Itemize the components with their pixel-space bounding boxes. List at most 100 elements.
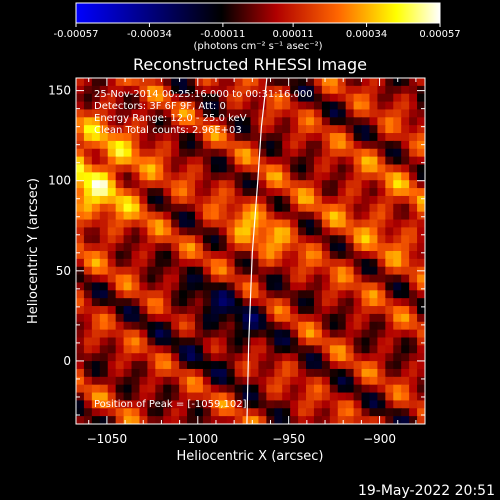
heatmap-cell bbox=[226, 353, 236, 362]
heatmap-cell bbox=[163, 400, 172, 409]
heatmap-cell bbox=[345, 164, 355, 173]
heatmap-cell bbox=[91, 329, 101, 339]
heatmap-cell bbox=[171, 203, 180, 213]
heatmap-cell bbox=[369, 368, 379, 378]
heatmap-cell bbox=[282, 78, 291, 87]
heatmap-cell bbox=[99, 321, 109, 331]
heatmap-cell bbox=[369, 243, 379, 252]
heatmap-cell bbox=[369, 109, 379, 118]
heatmap-cell bbox=[258, 274, 267, 284]
heatmap-cell bbox=[76, 156, 85, 166]
heatmap-cell bbox=[417, 227, 425, 236]
heatmap-cell bbox=[290, 408, 299, 417]
heatmap-cell bbox=[337, 368, 347, 378]
heatmap-cell bbox=[258, 117, 267, 126]
heatmap-cell bbox=[282, 93, 291, 103]
heatmap-cell bbox=[409, 125, 418, 134]
heatmap-cell bbox=[91, 345, 101, 354]
heatmap-cell bbox=[393, 243, 402, 252]
heatmap-cell bbox=[417, 321, 425, 331]
heatmap-cell bbox=[258, 133, 267, 142]
heatmap-cell bbox=[171, 345, 180, 354]
heatmap-cell bbox=[187, 140, 196, 150]
heatmap-cell bbox=[107, 306, 117, 315]
heatmap-cell bbox=[353, 109, 363, 118]
heatmap-cell bbox=[139, 148, 148, 158]
heatmap-cell bbox=[353, 156, 363, 166]
heatmap-cell bbox=[361, 180, 371, 189]
heatmap-cell bbox=[290, 211, 299, 221]
heatmap-cell bbox=[202, 164, 212, 173]
heatmap-cell bbox=[218, 306, 228, 315]
heatmap-cell bbox=[163, 93, 172, 103]
heatmap-cell bbox=[298, 78, 307, 87]
heatmap-cell bbox=[306, 164, 315, 173]
heatmap-cell bbox=[147, 361, 156, 370]
heatmap-cell bbox=[139, 85, 148, 95]
heatmap-cell bbox=[250, 125, 260, 134]
heatmap-cell bbox=[274, 133, 283, 142]
heatmap-cell bbox=[337, 282, 347, 291]
heatmap-cell bbox=[83, 180, 93, 189]
heatmap-cell bbox=[171, 313, 180, 323]
heatmap-cell bbox=[242, 274, 252, 284]
heatmap-cell bbox=[250, 156, 260, 166]
heatmap-cell bbox=[76, 203, 85, 213]
heatmap-cell bbox=[234, 243, 244, 252]
heatmap-cell bbox=[409, 408, 418, 417]
heatmap-cell bbox=[258, 384, 267, 394]
heatmap-cell bbox=[329, 172, 339, 181]
heatmap-cell bbox=[329, 298, 339, 307]
heatmap-cell bbox=[187, 384, 196, 394]
heatmap-cell bbox=[115, 376, 125, 386]
heatmap-cell bbox=[218, 266, 228, 276]
heatmap-cell bbox=[306, 400, 315, 409]
heatmap-cell bbox=[290, 361, 299, 370]
heatmap-cell bbox=[99, 306, 109, 315]
heatmap-cell bbox=[139, 125, 148, 134]
heatmap-cell bbox=[242, 219, 252, 229]
heatmap-cell bbox=[76, 251, 85, 260]
heatmap-cell bbox=[377, 93, 386, 103]
heatmap-cell bbox=[393, 93, 402, 103]
heatmap-cell bbox=[226, 329, 236, 339]
heatmap-cell bbox=[131, 101, 141, 111]
heatmap-cell bbox=[258, 156, 267, 166]
heatmap-cell bbox=[107, 125, 117, 134]
heatmap-cell bbox=[361, 408, 371, 417]
heatmap-cell bbox=[258, 329, 267, 339]
heatmap-cell bbox=[155, 164, 164, 173]
heatmap-cell bbox=[123, 93, 133, 103]
heatmap-cell bbox=[290, 101, 299, 111]
heatmap-cell bbox=[417, 117, 425, 126]
heatmap-cell bbox=[313, 125, 323, 134]
heatmap-cell bbox=[329, 188, 339, 197]
heatmap-cell bbox=[171, 416, 180, 424]
heatmap-cell bbox=[179, 211, 188, 221]
heatmap-cell bbox=[91, 384, 101, 394]
heatmap-cell bbox=[417, 125, 425, 134]
heatmap-cell bbox=[401, 321, 410, 331]
heatmap-cell bbox=[274, 93, 283, 103]
heatmap-cell bbox=[353, 274, 363, 284]
heatmap-cell bbox=[345, 125, 355, 134]
heatmap-cell bbox=[274, 361, 283, 370]
heatmap-cell bbox=[218, 235, 228, 244]
heatmap-cell bbox=[313, 180, 323, 189]
heatmap-cell bbox=[218, 78, 228, 87]
heatmap-cell bbox=[401, 133, 410, 142]
heatmap-cell bbox=[202, 243, 212, 252]
heatmap-cell bbox=[353, 243, 363, 252]
heatmap-cell bbox=[226, 78, 236, 87]
heatmap-cell bbox=[202, 235, 212, 244]
heatmap-cell bbox=[409, 290, 418, 299]
heatmap-cell bbox=[194, 101, 204, 111]
heatmap-cell bbox=[171, 384, 180, 394]
heatmap-cell bbox=[226, 227, 236, 236]
heatmap-cell bbox=[266, 156, 275, 166]
heatmap-cell bbox=[218, 211, 228, 221]
heatmap-cell bbox=[353, 148, 363, 158]
heatmap-cell bbox=[194, 313, 204, 323]
heatmap-cell bbox=[179, 235, 188, 244]
heatmap-cell bbox=[361, 282, 371, 291]
